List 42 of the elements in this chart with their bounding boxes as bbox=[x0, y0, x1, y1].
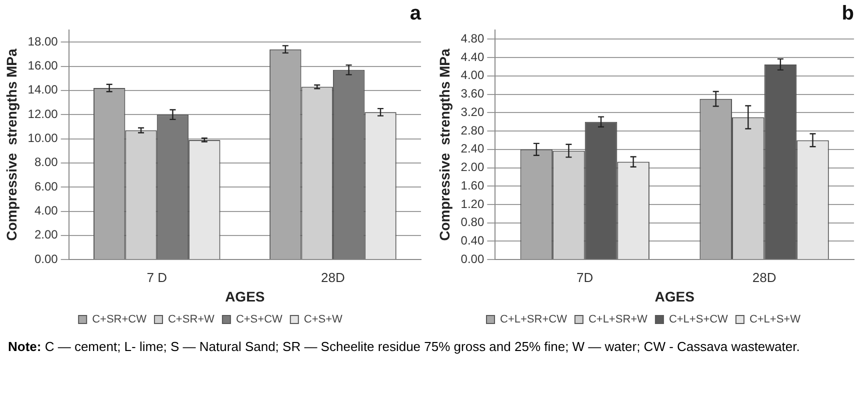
x-tick-label: 7D bbox=[576, 270, 594, 285]
chart-title: b bbox=[842, 2, 854, 25]
x-axis-title: AGES bbox=[654, 288, 694, 304]
x-tick-label: 7 D bbox=[146, 270, 167, 285]
text: Note: C — cement; L- lime; S — Natural Sand; SR — Scheelite residue 75% gross and 25% fine; W — water; CW - Cassava wastewater. bbox=[8, 339, 801, 355]
legend-label: C+L+SR+CW bbox=[500, 314, 568, 326]
y-tick-label: 14.00 bbox=[28, 82, 58, 97]
chart-title: a bbox=[410, 2, 422, 25]
legend-label: C+L+S+W bbox=[749, 314, 802, 326]
y-tick-label: 0.40 bbox=[460, 234, 484, 248]
legend-label: C+S+CW bbox=[236, 314, 284, 326]
legend-label: C+S+W bbox=[304, 314, 344, 326]
y-tick-label: 1.60 bbox=[460, 178, 484, 192]
y-axis-title: Compressive strengths MPa bbox=[436, 48, 452, 241]
y-tick-label: 3.60 bbox=[460, 86, 484, 101]
y-tick-label: 12.00 bbox=[28, 106, 58, 121]
y-tick-label: 4.00 bbox=[460, 68, 484, 82]
legend-label: C+SR+W bbox=[168, 314, 216, 326]
y-tick-label: 0.00 bbox=[34, 252, 58, 266]
y-tick-label: 2.00 bbox=[34, 228, 58, 242]
y-tick-label: 16.00 bbox=[28, 58, 58, 73]
x-axis-title: AGES bbox=[225, 288, 265, 304]
y-tick-label: 4.80 bbox=[460, 31, 484, 46]
y-tick-label: 8.00 bbox=[34, 155, 58, 170]
y-tick-label: 4.00 bbox=[34, 204, 58, 218]
y-tick-label: 10.00 bbox=[28, 131, 58, 146]
y-tick-label: 0.80 bbox=[460, 215, 484, 230]
legend-label: C+L+S+CW bbox=[668, 314, 729, 326]
x-tick-label: 28D bbox=[321, 270, 345, 285]
y-tick-label: 4.40 bbox=[460, 50, 484, 64]
y-tick-label: 6.00 bbox=[34, 179, 58, 194]
y-tick-label: 2.40 bbox=[460, 142, 484, 156]
x-tick-label: 28D bbox=[752, 270, 776, 285]
y-tick-label: 2.00 bbox=[460, 160, 484, 174]
y-tick-label: 1.20 bbox=[460, 196, 484, 211]
y-axis-title: Compressive strengths MPa bbox=[3, 48, 20, 241]
legend-label: C+SR+CW bbox=[92, 314, 148, 326]
y-tick-label: 2.80 bbox=[460, 123, 484, 138]
y-tick-label: 3.20 bbox=[460, 104, 484, 119]
legend-label: C+L+SR+W bbox=[588, 314, 648, 326]
y-tick-label: 18.00 bbox=[28, 34, 58, 48]
y-tick-label: 0.00 bbox=[460, 252, 484, 266]
